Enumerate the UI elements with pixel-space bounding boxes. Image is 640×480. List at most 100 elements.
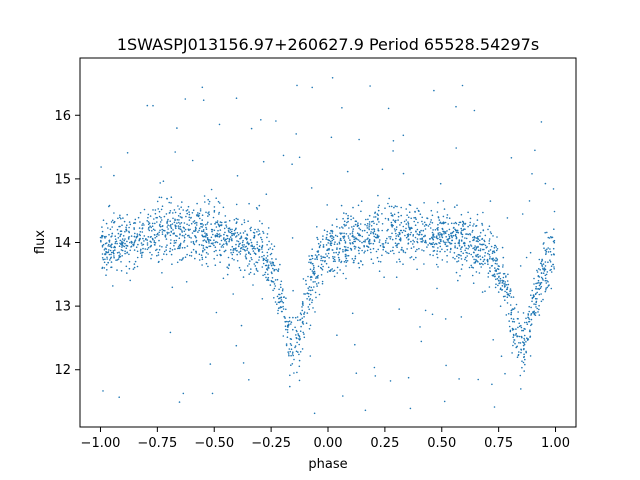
data-point <box>359 228 362 231</box>
data-point <box>456 255 458 258</box>
data-point <box>545 282 548 284</box>
data-point <box>113 246 115 249</box>
data-point <box>344 242 347 244</box>
data-point <box>194 257 196 260</box>
data-point <box>130 235 133 237</box>
data-point <box>484 255 486 257</box>
data-point <box>156 216 158 219</box>
data-point <box>113 220 116 223</box>
data-point <box>429 238 432 240</box>
data-point <box>338 242 341 245</box>
data-point <box>442 221 445 223</box>
x-tick-label: 0.75 <box>484 436 513 451</box>
data-point <box>150 226 152 229</box>
data-point <box>366 249 369 252</box>
data-point <box>493 247 496 249</box>
data-point <box>471 231 474 233</box>
data-point <box>437 266 439 268</box>
data-point <box>161 228 163 231</box>
data-point <box>377 214 380 216</box>
data-point <box>483 248 485 251</box>
data-point <box>193 243 196 246</box>
data-point <box>441 259 444 261</box>
data-point <box>290 321 293 324</box>
data-point <box>460 250 463 253</box>
data-point <box>197 212 199 214</box>
data-point <box>205 240 207 242</box>
data-point <box>332 260 335 263</box>
data-point <box>317 282 320 284</box>
data-point <box>431 222 434 224</box>
data-point <box>461 84 464 87</box>
data-point <box>274 285 277 287</box>
data-point <box>262 160 265 163</box>
data-point <box>177 247 179 250</box>
data-point <box>160 216 162 219</box>
data-point <box>433 243 436 246</box>
data-point <box>231 245 234 248</box>
data-point <box>158 215 161 218</box>
data-point <box>169 242 172 244</box>
data-point <box>461 236 464 238</box>
data-point <box>377 218 379 221</box>
data-point <box>316 258 319 261</box>
data-point <box>489 256 491 258</box>
data-point <box>553 239 556 242</box>
data-point <box>198 253 201 256</box>
data-point <box>203 239 206 241</box>
data-point <box>195 224 198 226</box>
data-point <box>516 335 518 337</box>
data-point <box>202 247 205 249</box>
data-point <box>512 341 515 343</box>
data-point <box>544 182 547 185</box>
data-point <box>217 223 220 226</box>
data-point <box>223 250 226 253</box>
data-point <box>250 226 252 229</box>
data-point <box>298 353 300 356</box>
data-point <box>195 236 197 239</box>
data-point <box>435 263 438 266</box>
data-point <box>545 273 548 276</box>
data-point <box>303 293 305 295</box>
data-point <box>479 249 482 252</box>
data-point <box>151 225 154 227</box>
data-point <box>192 242 195 244</box>
data-point <box>312 262 314 265</box>
data-point <box>477 249 480 252</box>
data-point <box>366 245 368 247</box>
data-point <box>409 257 412 259</box>
data-point <box>299 318 302 321</box>
data-point <box>464 258 466 261</box>
data-point <box>436 253 438 255</box>
data-point <box>176 222 178 224</box>
data-point <box>176 261 179 264</box>
data-point <box>511 320 514 323</box>
data-point <box>192 221 195 223</box>
data-point <box>436 256 439 259</box>
data-point <box>174 211 177 214</box>
data-point <box>287 351 290 353</box>
data-point <box>160 196 163 199</box>
data-point <box>518 335 521 338</box>
data-point <box>351 312 354 315</box>
data-point <box>170 202 172 204</box>
data-point <box>442 240 445 242</box>
data-point <box>368 234 370 236</box>
data-point <box>531 300 533 303</box>
data-point <box>491 264 494 267</box>
data-point <box>456 229 459 232</box>
data-point <box>268 267 270 269</box>
data-point <box>136 265 139 268</box>
data-point <box>542 279 544 281</box>
data-point <box>215 234 217 237</box>
data-point <box>334 241 336 243</box>
data-point <box>501 246 504 249</box>
data-point <box>180 259 183 261</box>
data-point <box>121 240 123 243</box>
data-point <box>110 261 113 263</box>
data-point <box>373 366 376 369</box>
data-point <box>292 351 294 354</box>
data-point <box>382 245 384 247</box>
data-point <box>204 232 206 234</box>
data-point <box>186 253 188 256</box>
